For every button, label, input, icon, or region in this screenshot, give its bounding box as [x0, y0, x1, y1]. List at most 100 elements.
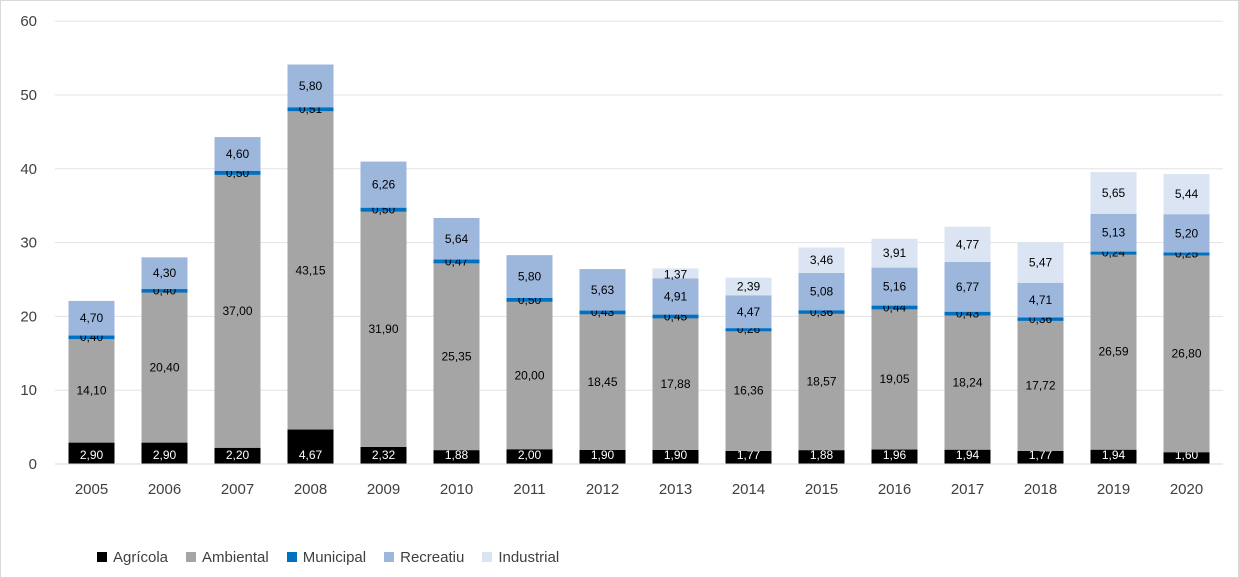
bar-segment-industrial: [725, 277, 772, 296]
bar-segment-ambiental: [1017, 320, 1064, 451]
bar-segment-recreatiu: [1090, 213, 1137, 252]
data-label-ambiental: 20,00: [514, 368, 544, 382]
bar-segment-agrícola: [944, 449, 991, 464]
bar-segment-recreatiu: [725, 295, 772, 329]
data-label-recreatiu: 5,20: [1175, 226, 1199, 240]
x-tick-label: 2006: [148, 481, 181, 498]
bar-segment-municipal: [141, 288, 188, 293]
bar-segment-agrícola: [214, 447, 261, 464]
bar-segment-municipal: [798, 309, 845, 314]
data-label-ambiental: 26,59: [1098, 345, 1128, 359]
data-label-ambiental: 18,24: [952, 375, 982, 389]
bar-segment-ambiental: [68, 338, 115, 443]
x-tick-label: 2018: [1024, 481, 1057, 498]
data-label-agrícola: 1,77: [737, 448, 761, 462]
data-label-agrícola: 1,88: [445, 448, 469, 462]
bar-segment-ambiental: [141, 292, 188, 443]
bar-segment-recreatiu: [1163, 214, 1210, 253]
legend-item-ambiental: Ambiental: [186, 549, 269, 566]
data-label-recreatiu: 4,60: [226, 147, 250, 161]
y-tick-label: 50: [20, 87, 37, 104]
legend-item-municipal: Municipal: [286, 549, 366, 566]
bar-segment-industrial: [1017, 242, 1064, 283]
bar-segment-recreatiu: [68, 300, 115, 336]
y-tick-label: 30: [20, 235, 37, 252]
x-tick-label: 2009: [367, 481, 400, 498]
bar-segment-recreatiu: [141, 257, 188, 290]
legend-label: Ambiental: [202, 548, 269, 566]
data-label-industrial: 4,77: [956, 237, 980, 251]
bar-segment-agrícola: [433, 450, 480, 464]
legend-label: Industrial: [498, 548, 560, 566]
data-label-ambiental: 17,88: [660, 377, 690, 391]
x-tick-label: 2013: [659, 481, 692, 498]
y-tick-label: 0: [29, 456, 37, 473]
data-label-recreatiu: 4,91: [664, 290, 688, 304]
data-label-recreatiu: 5,64: [445, 232, 469, 246]
legend-item-industrial: Industrial: [482, 549, 559, 566]
data-label-agrícola: 1,90: [591, 448, 615, 462]
data-label-recreatiu: 5,63: [591, 283, 615, 297]
bar-segment-agrícola: [287, 429, 334, 464]
bar-segment-industrial: [1090, 172, 1137, 214]
data-label-agrícola: 2,90: [153, 448, 177, 462]
bar-segment-industrial: [652, 268, 699, 279]
bar-segment-recreatiu: [506, 255, 553, 298]
bar-segment-municipal: [506, 297, 553, 302]
bar-segment-municipal: [652, 314, 699, 319]
y-tick-label: 40: [20, 161, 37, 178]
data-label-agrícola: 1,94: [1102, 448, 1126, 462]
legend-swatch: [97, 552, 107, 562]
x-axis-ticks: 2005 2006 2007 2008 2009 2010 2011 2012 2013 2014…: [75, 481, 1203, 498]
data-label-ambiental: 43,15: [295, 263, 325, 277]
bar-segment-agrícola: [579, 449, 626, 464]
y-tick-label: 10: [20, 382, 37, 399]
data-label-ambiental: 31,90: [368, 322, 398, 336]
x-tick-label: 2010: [440, 481, 473, 498]
bar-segment-ambiental: [579, 313, 626, 450]
data-label-recreatiu: 4,71: [1029, 293, 1053, 307]
data-label-ambiental: 25,35: [441, 350, 471, 364]
x-tick-label: 2011: [513, 481, 545, 498]
y-tick-label: 60: [20, 13, 37, 30]
data-label-recreatiu: 5,80: [299, 79, 323, 93]
bar-segment-municipal: [1017, 316, 1064, 321]
data-label-ambiental: 18,45: [587, 375, 617, 389]
data-label-industrial: 1,37: [664, 267, 688, 281]
bar-segment-agrícola: [725, 450, 772, 464]
bar-segment-recreatiu: [214, 137, 261, 172]
bar-segment-ambiental: [360, 211, 407, 447]
bar-segment-ambiental: [652, 318, 699, 450]
data-label-ambiental: 16,36: [733, 384, 763, 398]
data-label-agrícola: 1,94: [956, 448, 980, 462]
bar-segment-municipal: [871, 305, 918, 310]
data-label-ambiental: 26,80: [1171, 346, 1201, 360]
bar-segment-recreatiu: [652, 278, 699, 315]
data-label-industrial: 5,47: [1029, 256, 1053, 270]
x-tick-label: 2019: [1097, 481, 1130, 498]
bar-segment-agrícola: [141, 442, 188, 464]
data-label-industrial: 5,65: [1102, 186, 1126, 200]
legend-item-agrícola: Agrícola: [97, 549, 168, 566]
data-label-recreatiu: 6,26: [372, 178, 396, 192]
legend-item-recreatiu: Recreatiu: [384, 549, 464, 566]
data-label-agrícola: 2,32: [372, 448, 396, 462]
bar-segment-industrial: [1163, 174, 1210, 215]
data-label-ambiental: 20,40: [149, 360, 179, 374]
data-label-agrícola: 2,00: [518, 448, 542, 462]
data-label-recreatiu: 6,77: [956, 280, 980, 294]
x-tick-label: 2017: [951, 481, 984, 498]
data-label-recreatiu: 5,80: [518, 270, 542, 284]
data-label-agrícola: 1,88: [810, 448, 834, 462]
bar-segment-agrícola: [1090, 449, 1137, 464]
